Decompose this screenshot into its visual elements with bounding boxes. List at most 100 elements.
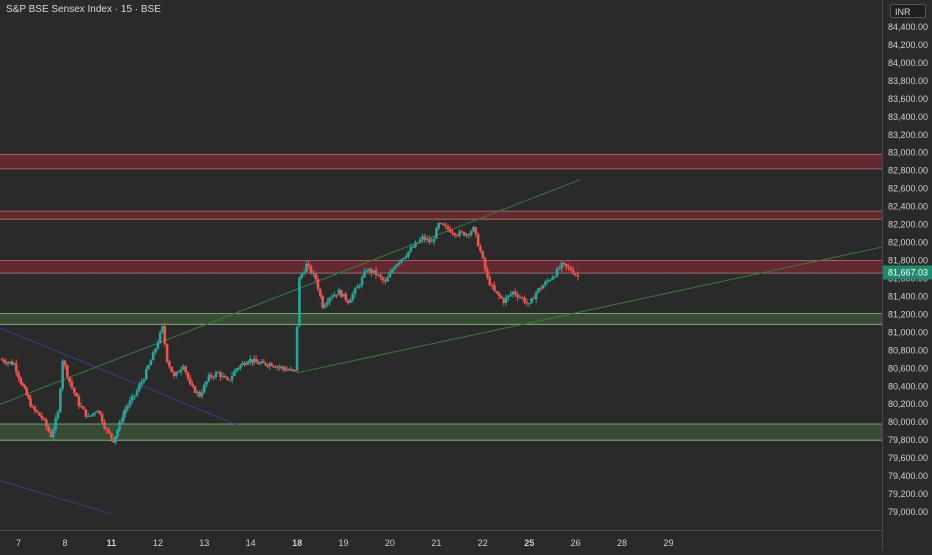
y-tick-label: 82,600.00 <box>888 184 928 194</box>
candle-body <box>319 289 322 296</box>
candle-body <box>339 289 343 297</box>
candle-body <box>89 415 92 417</box>
x-tick-label: 13 <box>199 538 209 548</box>
candle-body <box>344 293 348 301</box>
candle-body <box>17 372 20 378</box>
y-tick-label: 84,000.00 <box>888 58 928 68</box>
candle-body <box>509 294 512 296</box>
candle-body <box>205 381 208 385</box>
candle-body <box>495 291 499 293</box>
candle-body <box>195 391 199 394</box>
candle-body <box>56 411 60 419</box>
candle-body <box>525 302 529 304</box>
candle-body <box>488 277 492 286</box>
y-tick-label: 79,200.00 <box>888 489 928 499</box>
candle-body <box>520 297 524 299</box>
x-tick-label: 22 <box>478 538 488 548</box>
candle-body <box>558 268 561 270</box>
candle-body <box>207 374 211 382</box>
candle-body <box>283 368 287 371</box>
candle-body <box>439 223 443 225</box>
candle-body <box>149 360 153 366</box>
candle-body <box>209 374 213 378</box>
candle-body <box>293 370 297 372</box>
candle-body <box>414 242 417 248</box>
candle-body <box>12 363 16 365</box>
candle-body <box>245 363 248 366</box>
candle-body <box>264 362 268 366</box>
candle-body <box>191 384 194 387</box>
y-tick-label: 79,800.00 <box>888 435 928 445</box>
candle-body <box>248 359 252 362</box>
candle-body <box>544 281 547 286</box>
candle-body <box>91 413 95 416</box>
last-price-badge <box>883 265 932 280</box>
candle-body <box>107 429 111 434</box>
candle-body <box>114 435 117 443</box>
candle-body <box>23 385 27 389</box>
candle-body <box>409 247 413 252</box>
candle-body <box>122 413 125 422</box>
candle-body <box>562 262 566 264</box>
candle-body <box>6 362 10 364</box>
candle-body <box>172 372 176 376</box>
trendline-line <box>0 327 242 428</box>
x-tick-label: 11 <box>107 538 117 548</box>
candle-body <box>135 390 139 396</box>
candle-body <box>2 360 6 362</box>
candle-body <box>100 413 104 423</box>
y-tick-label: 79,000.00 <box>888 507 928 517</box>
candle-body <box>193 386 197 394</box>
candle-body <box>295 326 299 371</box>
candle-body <box>483 258 487 270</box>
candle-body <box>256 361 260 365</box>
candle-body <box>444 225 447 227</box>
candle-body <box>177 371 181 373</box>
candle-body <box>59 388 62 412</box>
candle-body <box>497 292 501 297</box>
candle-body <box>156 342 160 349</box>
candle-body <box>446 226 450 230</box>
candle-body <box>233 371 236 376</box>
x-tick-label: 20 <box>385 538 395 548</box>
candle-body <box>397 262 401 265</box>
currency-button[interactable]: INR <box>890 4 926 18</box>
candle-body <box>330 296 334 298</box>
resistance-zone <box>0 211 882 220</box>
candle-body <box>323 304 327 308</box>
candle-body <box>45 419 48 427</box>
candle-body <box>467 234 471 236</box>
candle-body <box>307 263 310 266</box>
candle-body <box>0 359 4 361</box>
candle-body <box>63 360 67 366</box>
candle-body <box>518 297 522 299</box>
y-tick-label: 80,400.00 <box>888 381 928 391</box>
candle-body <box>287 369 291 371</box>
candle-body <box>291 369 295 371</box>
price-badge-layer: 81,667.03 <box>0 265 932 280</box>
candle-body <box>321 295 324 308</box>
candle-layer <box>0 221 580 445</box>
line-layer <box>0 179 883 515</box>
candle-body <box>10 361 14 365</box>
candle-body <box>432 238 436 242</box>
candle-body <box>105 428 109 430</box>
candle-body <box>151 352 155 361</box>
candle-body <box>316 278 320 290</box>
candle-body <box>289 369 293 371</box>
y-tick-label: 82,200.00 <box>888 220 928 230</box>
x-axis[interactable]: 7 8 11 12 13 14 18 19 20 21 22 25 26 28 29 <box>0 530 882 549</box>
candle-body <box>349 299 352 304</box>
candle-body <box>8 361 12 363</box>
candle-body <box>214 372 218 378</box>
candle-body <box>285 369 289 371</box>
candle-body <box>332 294 336 297</box>
candle-body <box>4 361 8 364</box>
candle-body <box>49 431 53 438</box>
y-tick-label: 84,400.00 <box>888 22 928 32</box>
candle-body <box>353 288 357 294</box>
candle-body <box>377 274 380 276</box>
candle-body <box>328 297 331 303</box>
